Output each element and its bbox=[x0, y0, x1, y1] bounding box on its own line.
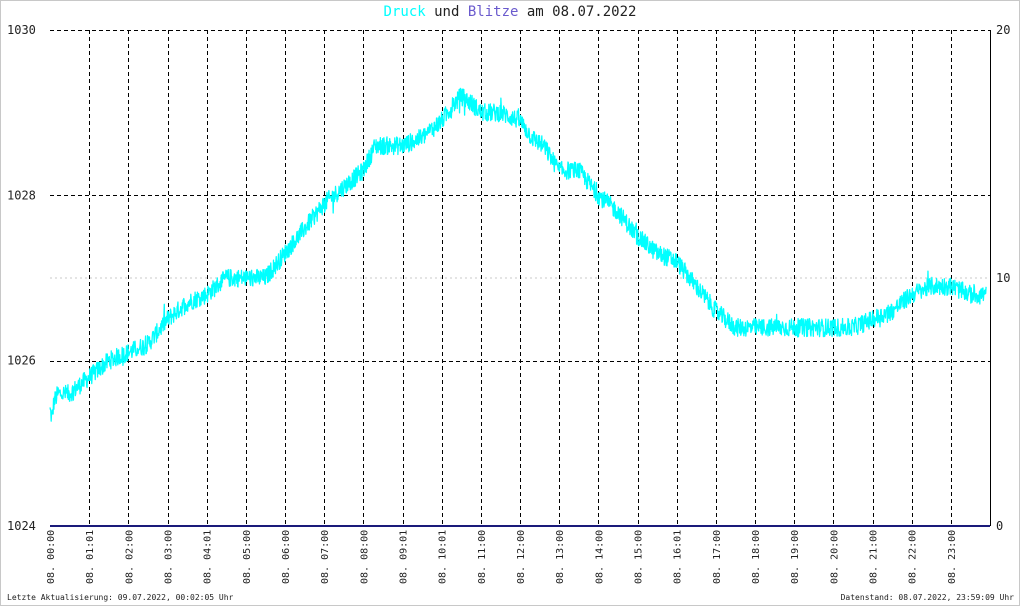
y-left-tick-label: 1026 bbox=[7, 354, 36, 368]
x-tick-label: 08. 17:00 bbox=[712, 530, 723, 584]
x-tick-label: 08. 00:00 bbox=[46, 530, 57, 584]
x-tick-label: 08. 20:00 bbox=[829, 530, 840, 584]
x-tick-label: 08. 07:00 bbox=[320, 530, 331, 584]
data-status-text: Datenstand: 08.07.2022, 23:59:09 Uhr bbox=[840, 593, 1014, 602]
x-tick-label: 08. 02:00 bbox=[124, 530, 135, 584]
y-right-tick-label: 10 bbox=[996, 271, 1010, 285]
last-update-text: Letzte Aktualisierung: 09.07.2022, 00:02… bbox=[7, 593, 234, 602]
pressure-line bbox=[49, 87, 987, 422]
x-tick-label: 08. 18:00 bbox=[751, 530, 762, 584]
y-right-tick-label: 20 bbox=[996, 23, 1010, 37]
x-tick-label: 08. 21:00 bbox=[869, 530, 880, 584]
label-layer: 1024 1026 1028 1030 0 10 20 08. 00:00 08. 01:01 0… bbox=[7, 23, 1010, 584]
series-layer bbox=[49, 87, 990, 527]
grid-layer bbox=[50, 30, 990, 526]
title-connector: und bbox=[425, 4, 468, 20]
x-tick-label: 08. 13:00 bbox=[555, 530, 566, 584]
x-tick-label: 08. 12:00 bbox=[516, 530, 527, 584]
x-tick-label: 08. 03:00 bbox=[164, 530, 175, 584]
y-left-tick-label: 1030 bbox=[7, 23, 36, 37]
x-tick-label: 08. 10:01 bbox=[438, 530, 449, 584]
title-lightning-label: Blitze bbox=[467, 4, 519, 20]
title-date: am 08.07.2022 bbox=[518, 4, 637, 20]
chart-title: Druck und Blitze am 08.07.2022 bbox=[0, 4, 1020, 20]
x-tick-label: 08. 08:00 bbox=[359, 530, 370, 584]
y-left-tick-label: 1024 bbox=[7, 519, 36, 533]
x-tick-label: 08. 22:00 bbox=[908, 530, 919, 584]
x-tick-label: 08. 11:00 bbox=[477, 530, 488, 584]
y-right-tick-label: 0 bbox=[996, 519, 1003, 533]
x-tick-label: 08. 19:00 bbox=[790, 530, 801, 584]
x-tick-label: 08. 01:01 bbox=[85, 530, 96, 584]
x-tick-label: 08. 14:00 bbox=[594, 530, 605, 584]
title-pressure-label: Druck bbox=[383, 4, 426, 20]
y-left-tick-label: 1028 bbox=[7, 188, 36, 202]
x-tick-label: 08. 16:01 bbox=[673, 530, 684, 584]
x-tick-label: 08. 15:00 bbox=[634, 530, 645, 584]
x-tick-label: 08. 23:00 bbox=[947, 530, 958, 584]
x-tick-label: 08. 06:00 bbox=[281, 530, 292, 584]
x-tick-label: 08. 05:00 bbox=[242, 530, 253, 584]
x-tick-label: 08. 09:01 bbox=[399, 530, 410, 584]
x-tick-label: 08. 04:01 bbox=[203, 530, 214, 584]
